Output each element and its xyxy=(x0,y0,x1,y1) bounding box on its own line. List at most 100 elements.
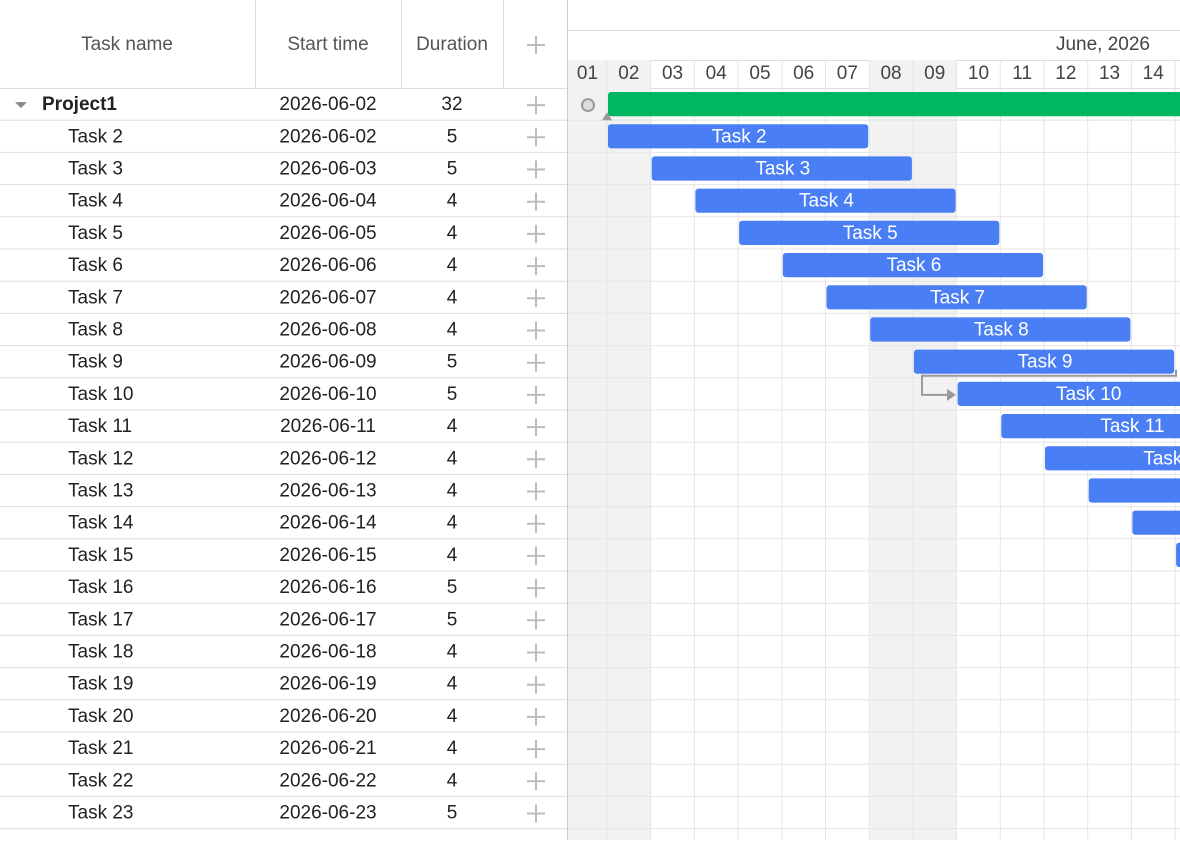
task-bar-label: Task 8 xyxy=(974,320,1029,341)
task-name: Task 21 xyxy=(68,738,133,759)
day-label: 14 xyxy=(1143,63,1165,84)
task-name: Task 18 xyxy=(68,642,133,663)
add-subtask-icon[interactable] xyxy=(527,160,545,179)
add-subtask-icon[interactable] xyxy=(527,96,545,115)
duration: 4 xyxy=(447,448,458,469)
day-label: 09 xyxy=(924,63,945,84)
add-subtask-icon[interactable] xyxy=(527,321,545,340)
start-time: 2026-06-15 xyxy=(279,545,376,566)
start-time: 2026-06-13 xyxy=(279,481,376,502)
task-bar[interactable] xyxy=(913,349,1175,374)
task-name: Task 22 xyxy=(68,770,133,791)
project-bar[interactable] xyxy=(608,92,1180,117)
task-bar-label: Task 10 xyxy=(1056,384,1121,405)
task-grid: Task name Start time Duration Project1 20… xyxy=(0,0,567,830)
task-bar[interactable] xyxy=(957,381,1180,406)
task-bar[interactable] xyxy=(1176,542,1180,567)
duration: 5 xyxy=(447,609,458,630)
task-bar[interactable] xyxy=(782,253,1043,278)
add-subtask-icon[interactable] xyxy=(527,643,545,662)
task-bar[interactable] xyxy=(651,156,912,181)
duration: 5 xyxy=(447,159,458,180)
start-time: 2026-06-06 xyxy=(279,255,376,276)
day-label: 04 xyxy=(706,63,728,84)
add-subtask-icon[interactable] xyxy=(527,611,545,630)
start-time: 2026-06-08 xyxy=(279,320,376,341)
task-bar-label: Task 3 xyxy=(755,159,810,180)
task-bar[interactable] xyxy=(870,317,1131,342)
add-subtask-icon[interactable] xyxy=(527,385,545,404)
link-handle[interactable] xyxy=(581,98,595,113)
duration: 4 xyxy=(447,513,458,534)
add-subtask-icon[interactable] xyxy=(527,482,545,501)
task-bar-label: Task 6 xyxy=(886,255,941,276)
start-time: 2026-06-23 xyxy=(279,803,376,824)
task-name: Task 2 xyxy=(68,126,123,147)
add-subtask-icon[interactable] xyxy=(527,128,545,147)
start-time: 2026-06-22 xyxy=(279,770,376,791)
day-label: 03 xyxy=(662,63,683,84)
task-bar[interactable] xyxy=(1045,446,1180,471)
task-bar-label: Task 7 xyxy=(930,287,985,308)
task-name: Task 10 xyxy=(68,384,133,405)
duration: 4 xyxy=(447,642,458,663)
duration: 4 xyxy=(447,770,458,791)
duration: 4 xyxy=(447,287,458,308)
start-time: 2026-06-05 xyxy=(279,223,376,244)
add-task-icon[interactable] xyxy=(527,36,545,54)
duration: 5 xyxy=(447,577,458,598)
add-subtask-icon[interactable] xyxy=(527,772,545,791)
task-bar[interactable] xyxy=(608,124,869,149)
dependency-arrow xyxy=(947,388,956,401)
duration: 4 xyxy=(447,738,458,759)
task-bar[interactable] xyxy=(826,285,1087,310)
task-name: Project1 xyxy=(42,94,117,115)
task-bar[interactable] xyxy=(1001,414,1180,439)
task-bar[interactable] xyxy=(1088,478,1180,503)
duration: 5 xyxy=(447,352,458,373)
duration: 4 xyxy=(447,481,458,502)
start-time: 2026-06-10 xyxy=(279,384,376,405)
day-label: 11 xyxy=(1012,63,1032,84)
add-subtask-icon[interactable] xyxy=(527,192,545,211)
day-label: 13 xyxy=(1099,63,1120,84)
task-name: Task 16 xyxy=(68,577,133,598)
add-subtask-icon[interactable] xyxy=(527,740,545,759)
column-header: Task name xyxy=(81,34,173,55)
duration: 4 xyxy=(447,191,458,212)
task-name: Task 6 xyxy=(68,255,123,276)
task-name: Task 5 xyxy=(68,223,123,244)
weekend-shade xyxy=(568,60,651,840)
add-subtask-icon[interactable] xyxy=(527,224,545,243)
add-subtask-icon[interactable] xyxy=(527,257,545,276)
day-label: 06 xyxy=(793,63,814,84)
duration: 4 xyxy=(447,545,458,566)
add-subtask-icon[interactable] xyxy=(527,579,545,598)
task-name: Task 17 xyxy=(68,609,133,630)
task-name: Task 15 xyxy=(68,545,133,566)
day-label: 05 xyxy=(749,63,770,84)
day-label: 07 xyxy=(837,63,858,84)
task-bar[interactable] xyxy=(739,220,1000,245)
add-subtask-icon[interactable] xyxy=(527,546,545,565)
progress-handle[interactable] xyxy=(602,112,612,121)
add-subtask-icon[interactable] xyxy=(527,289,545,308)
add-subtask-icon[interactable] xyxy=(527,707,545,726)
add-subtask-icon[interactable] xyxy=(527,450,545,469)
task-bar[interactable] xyxy=(1132,510,1180,535)
collapse-toggle[interactable] xyxy=(15,102,27,109)
task-name: Task 9 xyxy=(68,352,123,373)
task-name: Task 19 xyxy=(68,674,133,695)
start-time: 2026-06-21 xyxy=(279,738,376,759)
dependency-link xyxy=(921,369,1177,396)
add-subtask-icon[interactable] xyxy=(527,804,545,823)
column-header: Duration xyxy=(416,34,488,55)
add-subtask-icon[interactable] xyxy=(527,514,545,533)
add-subtask-icon[interactable] xyxy=(527,418,545,437)
add-subtask-icon[interactable] xyxy=(527,353,545,372)
timeline: June, 2026 01 02 03 04 05 06 07 08 09 10 11 12 13 14 T… xyxy=(568,30,1180,840)
add-subtask-icon[interactable] xyxy=(527,675,545,694)
task-bar[interactable] xyxy=(695,188,956,213)
